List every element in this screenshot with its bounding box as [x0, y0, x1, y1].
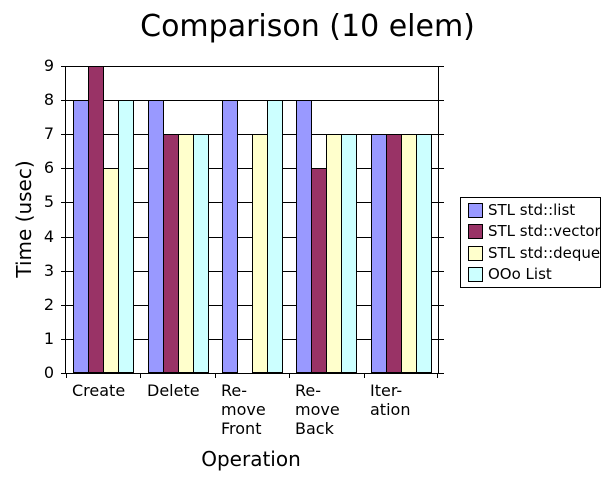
bar-iteration-stl-std-list [371, 134, 387, 373]
y-axis-tick [61, 168, 70, 169]
gridline [66, 100, 438, 101]
y-tick-label: 9 [43, 56, 54, 75]
bar-iteration-ooo-list [416, 134, 432, 373]
bar-remove-front-ooo-list [267, 100, 283, 373]
bar-iteration-stl-std-vector [386, 134, 402, 373]
y-axis-tick [61, 339, 70, 340]
chart-title: Comparison (10 elem) [140, 9, 475, 44]
bar-create-stl-std-deque [103, 168, 119, 373]
y-tick-label: 7 [43, 124, 54, 143]
y-axis-tick [61, 100, 70, 101]
legend-item: OOo List [461, 264, 600, 283]
y-axis-tick [61, 202, 70, 203]
y-axis-tick-right [434, 66, 444, 67]
bar-create-stl-std-list [73, 100, 89, 373]
legend-swatch-icon [468, 203, 483, 219]
y-axis-tick [61, 373, 70, 374]
legend-swatch-icon [468, 224, 483, 240]
y-axis-tick [61, 66, 70, 67]
x-category-label: Delete [147, 381, 200, 400]
legend-item: STL std::list [461, 202, 600, 219]
legend-item: STL std::vector [461, 222, 601, 241]
y-axis-tick [61, 134, 70, 135]
y-tick-label: 4 [43, 227, 54, 246]
bar-remove-back-stl-std-deque [326, 134, 342, 373]
gridline [66, 66, 438, 67]
y-axis-tick [61, 305, 70, 306]
x-axis-tick [66, 373, 67, 378]
bar-iteration-stl-std-deque [401, 134, 417, 373]
plot-area [61, 66, 444, 378]
legend-label: STL std::vector [488, 222, 601, 241]
y-axis-tick-right [434, 305, 444, 306]
legend-label: STL std::list [488, 201, 576, 220]
y-tick-label: 5 [43, 192, 54, 211]
bar-delete-stl-std-list [148, 100, 164, 373]
x-category-label: Re- move Back [295, 381, 340, 438]
legend-swatch-icon [468, 245, 483, 261]
y-tick-label: 3 [43, 261, 54, 280]
x-axis-tick [437, 373, 438, 378]
x-axis-tick [289, 373, 290, 378]
y-axis-tick-right [434, 339, 444, 340]
x-axis-tick [140, 373, 141, 378]
bar-remove-back-stl-std-list [296, 100, 312, 373]
y-tick-label: 2 [43, 295, 54, 314]
y-axis-title: Time (usec) [12, 160, 36, 278]
legend-item: STL std::deque [461, 243, 601, 262]
bar-remove-front-stl-std-list [222, 100, 238, 373]
legend-swatch-icon [468, 266, 483, 282]
bar-delete-stl-std-deque [178, 134, 194, 373]
bar-create-ooo-list [118, 100, 134, 373]
x-axis-tick [215, 373, 216, 378]
x-category-label: Create [72, 381, 126, 400]
x-axis-tick [364, 373, 365, 378]
legend-label: OOo List [488, 264, 552, 283]
bar-delete-ooo-list [193, 134, 209, 373]
y-tick-label: 6 [43, 158, 54, 177]
y-axis-tick-right [434, 271, 444, 272]
y-axis-tick-right [434, 202, 444, 203]
y-axis-tick-right [434, 237, 444, 238]
bar-remove-back-stl-std-vector [311, 168, 327, 373]
y-tick-label: 8 [43, 90, 54, 109]
bar-remove-back-ooo-list [341, 134, 357, 373]
bar-remove-front-stl-std-deque [252, 134, 268, 373]
y-tick-label: 1 [43, 329, 54, 348]
y-axis-tick-right [434, 134, 444, 135]
x-axis-title: Operation [201, 447, 301, 471]
y-axis-tick [61, 237, 70, 238]
bar-create-stl-std-vector [88, 66, 104, 373]
y-axis-tick-right [434, 100, 444, 101]
x-category-label: Re- move Front [221, 381, 266, 438]
bar-delete-stl-std-vector [163, 134, 179, 373]
legend-label: STL std::deque [488, 243, 601, 262]
x-category-label: Iter- ation [370, 381, 411, 419]
y-axis-tick-right [434, 373, 444, 374]
y-axis-tick [61, 271, 70, 272]
y-tick-label: 0 [43, 363, 54, 382]
y-axis-tick-right [434, 168, 444, 169]
